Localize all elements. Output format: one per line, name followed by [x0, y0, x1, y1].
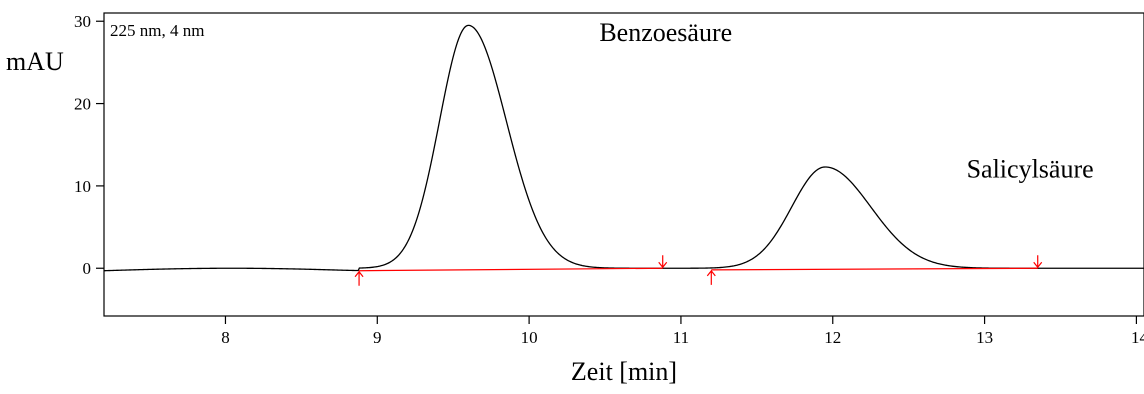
y-tick-label: 30: [74, 12, 91, 31]
peak-start-marker: [354, 270, 364, 286]
integration-baseline: [359, 267, 663, 272]
chromatogram-trace: [103, 24, 1144, 272]
x-tick-label: 8: [221, 328, 230, 347]
x-axis-ticks: 8 9 10 11 12 13 14: [221, 316, 1144, 347]
x-tick-label: 13: [976, 328, 993, 347]
annotation-salicylsaeure: Salicylsäure: [967, 155, 1094, 184]
y-axis-label: mAU: [6, 47, 64, 76]
peak-end-marker: [658, 255, 668, 269]
y-axis-ticks: 0 10 20 30: [74, 12, 104, 278]
peak-start-marker: [706, 269, 716, 285]
integration-baselines: [354, 255, 1043, 286]
x-tick-label: 9: [373, 328, 382, 347]
y-tick-label: 0: [83, 259, 92, 278]
annotation-benzoesaeure: Benzoesäure: [599, 18, 732, 47]
x-tick-label: 14: [1131, 328, 1144, 347]
integration-baseline: [711, 267, 1038, 271]
detector-info-label: 225 nm, 4 nm: [110, 21, 204, 40]
peak-end-marker: [1033, 255, 1043, 269]
x-tick-label: 10: [521, 328, 538, 347]
y-tick-label: 10: [74, 177, 91, 196]
plot-frame: [103, 12, 1144, 317]
x-tick-label: 12: [824, 328, 841, 347]
x-tick-label: 11: [673, 328, 689, 347]
y-tick-label: 20: [74, 95, 91, 114]
x-axis-title: Zeit [min]: [571, 357, 677, 386]
